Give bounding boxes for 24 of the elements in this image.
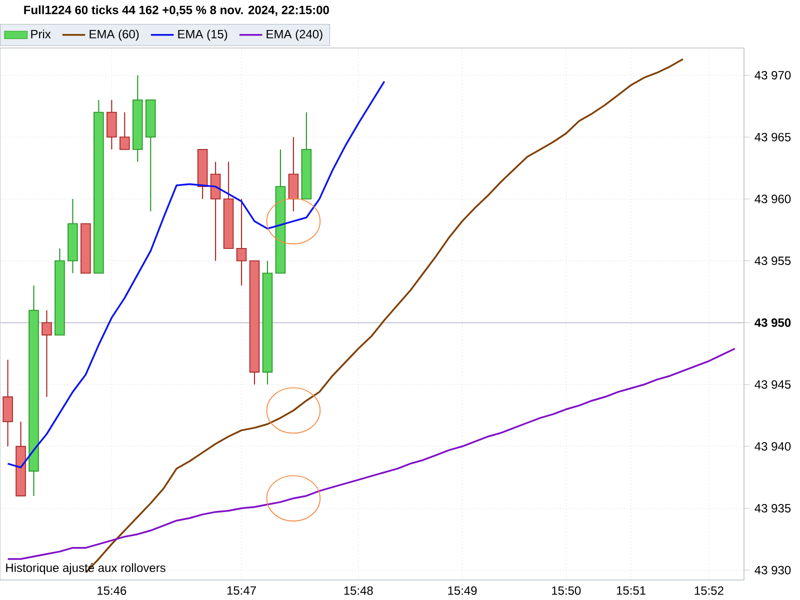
y-tick-label: 43 970 <box>754 70 791 80</box>
y-tick-label: 43 950 <box>754 318 791 327</box>
x-tick-label: 15:49 <box>448 586 477 595</box>
candlestick <box>236 198 247 286</box>
y-tick-label: 43 940 <box>754 442 791 451</box>
legend-label: Prix <box>31 30 51 38</box>
chart-title: Full1224 60 ticks 44 162 +0,55 % 8 nov. 2024, 22:15:00 <box>24 5 329 16</box>
x-tick-label: 15:48 <box>344 586 373 595</box>
legend-label: EMA (60) <box>90 30 139 41</box>
y-tick-label: 43 935 <box>754 504 791 512</box>
x-tick-label: 15:51 <box>616 586 646 595</box>
x-tick-label: 15:46 <box>98 586 126 595</box>
x-tick-label: 15:52 <box>694 586 724 595</box>
y-tick-label: 43 960 <box>754 194 791 204</box>
x-tick-label: 15:50 <box>552 586 581 595</box>
y-tick-label: 43 955 <box>754 256 791 266</box>
legend-label: EMA (15) <box>178 30 228 41</box>
candlestick <box>120 112 130 150</box>
x-tick-label: 15:47 <box>227 586 256 595</box>
y-tick-label: 43 930 <box>754 566 791 574</box>
y-tick-label: 43 945 <box>754 380 791 389</box>
y-tick-label: 43 965 <box>754 132 791 142</box>
legend-label: EMA (240) <box>266 30 322 41</box>
candlestick <box>42 310 52 398</box>
